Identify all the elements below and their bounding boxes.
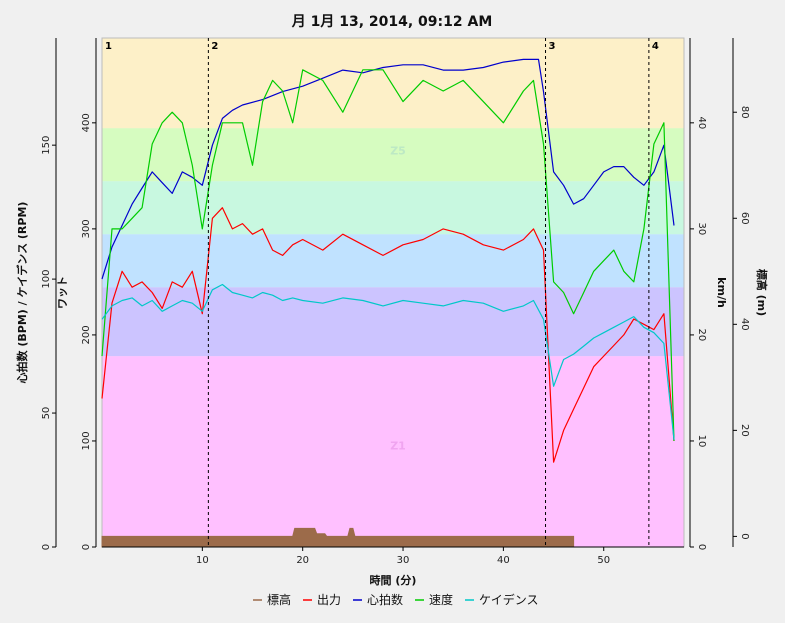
interval-label-1: 2 [211,41,218,52]
zone-label-1: Z1 [390,439,406,452]
right-axis-0-tick-label-3: 30 [696,223,707,236]
chart-title: 月 1月 13, 2014, 09:12 AM [291,14,493,30]
series-2 [101,58,675,280]
x-tick-label-0: 10 [196,555,209,566]
right-axis-1-tick-label-2: 40 [739,318,750,331]
legend-label-2: 心拍数 [367,592,403,607]
right-axis-title-0: km/h [715,277,728,308]
left-axis-1-tick-label-4: 400 [81,113,92,132]
right-axis-0-tick-label-4: 40 [696,116,707,129]
left-axis-title-0: 心拍数 (BPM) / ケイデンス (RPM) [15,202,29,384]
legend-label-1: 出力 [317,593,341,607]
right-axis-1-tick-label-4: 80 [739,106,750,119]
left-axis-0-tick-label-3: 150 [41,136,52,155]
left-axis-0-tick-label-1: 50 [41,407,52,420]
power-zones [101,37,685,548]
legend-label-3: 速度 [429,592,453,607]
zone-band-2 [102,234,684,288]
left-axis-1-tick-label-2: 200 [81,325,92,344]
series-layer [101,58,675,548]
interval-label-2: 3 [549,41,556,52]
left-axis-1-tick-label-1: 100 [81,431,92,450]
x-tick-label-2: 30 [397,555,410,566]
series-elevation [101,527,575,548]
legend-label-4: ケイデンス [479,592,539,607]
left-axis-0-tick-label-2: 100 [41,270,52,289]
right-axis-0-tick-label-0: 0 [696,544,707,550]
left-axis-0-tick-label-0: 0 [41,544,52,550]
interval-markers: 1 2 3 4 [105,38,659,547]
x-tick-label-4: 50 [597,555,610,566]
right-axis-1-tick-label-0: 0 [739,533,750,539]
left-axis-title-1: ワット [56,276,69,309]
zone-band-4 [102,128,684,182]
right-axis-1-tick-label-1: 20 [739,424,750,437]
zone-band-3 [102,181,684,235]
x-tick-label-3: 40 [497,555,510,566]
right-axis-1-tick-label-3: 60 [739,212,750,225]
zone-band-1 [102,287,684,357]
x-tick-label-1: 20 [296,555,309,566]
left-axis-1-tick-label-0: 0 [81,544,92,550]
series-4 [101,283,675,440]
interval-label-3: 4 [652,41,659,52]
legend-label-0: 標高 [267,592,291,607]
left-axis-1-tick-label-3: 300 [81,219,92,238]
x-axis-title: 時間 (分) [370,573,417,587]
right-axis-0-tick-label-2: 20 [696,329,707,342]
right-axis-0-tick-label-1: 10 [696,435,707,448]
legend: 標高 出力 心拍数 速度 ケイデンス [253,592,539,607]
zone-band-0 [102,356,684,547]
series-1 [101,207,675,463]
right-axis-title-1: 標高 (m) [755,269,769,316]
interval-label-0: 1 [105,41,112,52]
zone-label-0: Z5 [390,145,406,158]
zone-band-5 [102,38,684,129]
series-3 [101,69,675,442]
zone-labels: Z5 Z1 [390,145,406,453]
